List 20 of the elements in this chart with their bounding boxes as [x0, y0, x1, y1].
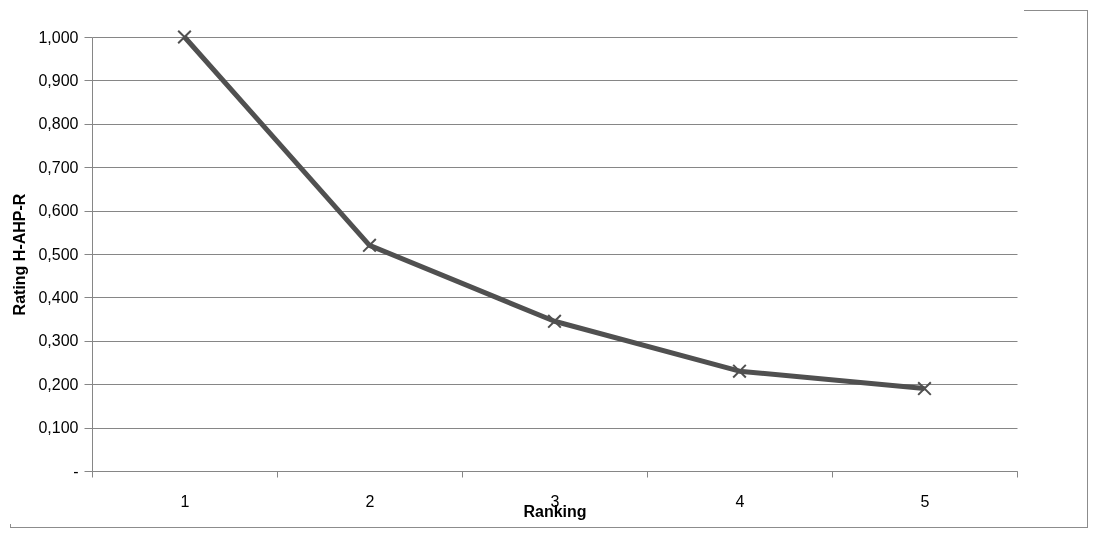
y-tick-label: - — [73, 462, 79, 480]
point — [732, 363, 747, 379]
x-tick-label: 1 — [180, 492, 190, 510]
y-tick-label: 0,500 — [38, 245, 79, 263]
y-tick-label: 0,100 — [38, 419, 79, 437]
y-axis-title: Rating H-AHP-R — [11, 193, 29, 316]
y-tick-label: 0,300 — [38, 332, 79, 350]
y-tick-label: 1,000 — [38, 28, 79, 46]
x-tick-label: 4 — [735, 492, 745, 510]
x-tick-label: 2 — [365, 492, 375, 510]
y-tick-label: 0,900 — [38, 71, 79, 89]
point — [917, 381, 932, 396]
point — [547, 313, 562, 329]
y-tick-label: 0,700 — [38, 158, 79, 176]
y-tick-label: 0,200 — [38, 375, 79, 393]
y-tick-label: 0,800 — [38, 115, 79, 133]
y-tick-label: 0,400 — [38, 288, 79, 306]
x-tick-label: 5 — [920, 492, 930, 510]
point — [177, 29, 192, 45]
y-tick-label: 0,600 — [38, 202, 79, 220]
